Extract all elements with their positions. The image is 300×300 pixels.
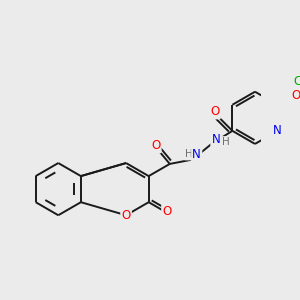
Text: N: N bbox=[192, 148, 201, 161]
Text: O: O bbox=[291, 89, 300, 102]
Text: H: H bbox=[185, 149, 193, 159]
Text: Cl: Cl bbox=[293, 75, 300, 88]
Text: O: O bbox=[162, 205, 172, 218]
Text: O: O bbox=[151, 139, 160, 152]
Text: O: O bbox=[122, 209, 131, 222]
Text: N: N bbox=[273, 124, 282, 137]
Text: N: N bbox=[212, 133, 220, 146]
Text: H: H bbox=[222, 137, 229, 147]
Text: O: O bbox=[210, 105, 220, 118]
